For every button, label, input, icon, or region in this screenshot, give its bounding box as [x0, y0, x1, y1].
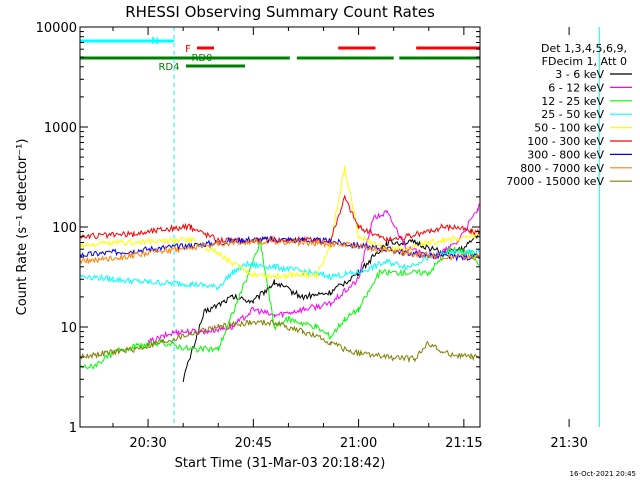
x-tick-label: 21:15	[445, 436, 482, 451]
x-tick-label: 21:30	[550, 436, 587, 451]
legend-entry-label: 7000 - 15000 keV	[506, 175, 604, 188]
y-axis-label: Count Rate (s⁻¹ detector⁻¹)	[15, 139, 30, 316]
legend-entry-label: 800 - 7000 keV	[520, 162, 604, 175]
legend-header-line-2: FDecim 1, Att 0	[542, 55, 627, 68]
series-line-0	[182, 232, 480, 383]
series-line-3	[79, 248, 480, 291]
y-tick-label: 1	[69, 421, 77, 436]
legend: Det 1,3,4,5,6,9, FDecim 1, Att 0 3 - 6 k…	[506, 42, 632, 188]
x-tick-label: 20:30	[129, 436, 166, 451]
status-label-rd4: RD4	[158, 62, 179, 73]
legend-entry-label: 100 - 300 keV	[527, 135, 604, 148]
status-label-f: F	[185, 44, 191, 55]
x-tick-label: 21:00	[340, 436, 377, 451]
status-bars: NFRD0RD4	[80, 36, 480, 73]
series-line-7	[79, 237, 480, 265]
y-tick-label: 10	[60, 321, 77, 336]
legend-entry-label: 50 - 100 keV	[534, 122, 604, 135]
legend-header-line-1: Det 1,3,4,5,6,9,	[541, 42, 627, 55]
y-tick-label: 1000	[44, 121, 77, 136]
legend-entry-label: 25 - 50 keV	[541, 108, 604, 121]
x-axis-label: Start Time (31-Mar-03 20:18:42)	[175, 456, 386, 471]
series-line-5	[79, 195, 480, 246]
legend-entry-label: 3 - 6 keV	[555, 68, 604, 81]
legend-entry-label: 300 - 800 keV	[527, 148, 604, 161]
y-tick-label: 10000	[36, 21, 77, 36]
series-line-8	[79, 319, 480, 364]
legend-entry-label: 6 - 12 keV	[548, 81, 604, 94]
plot-frame	[79, 26, 481, 428]
legend-entry-label: 12 - 25 keV	[541, 95, 604, 108]
series-lines	[79, 165, 480, 383]
y-axis: 1 10 100 1000 10000	[36, 21, 480, 436]
status-label-n: N	[151, 36, 158, 47]
y-tick-label: 100	[52, 221, 77, 236]
chart-title: RHESSI Observing Summary Count Rates	[125, 3, 435, 21]
series-line-4	[79, 165, 480, 280]
footer-date: 16-Oct-2021 20:45	[570, 470, 636, 478]
x-tick-label: 20:45	[235, 436, 272, 451]
